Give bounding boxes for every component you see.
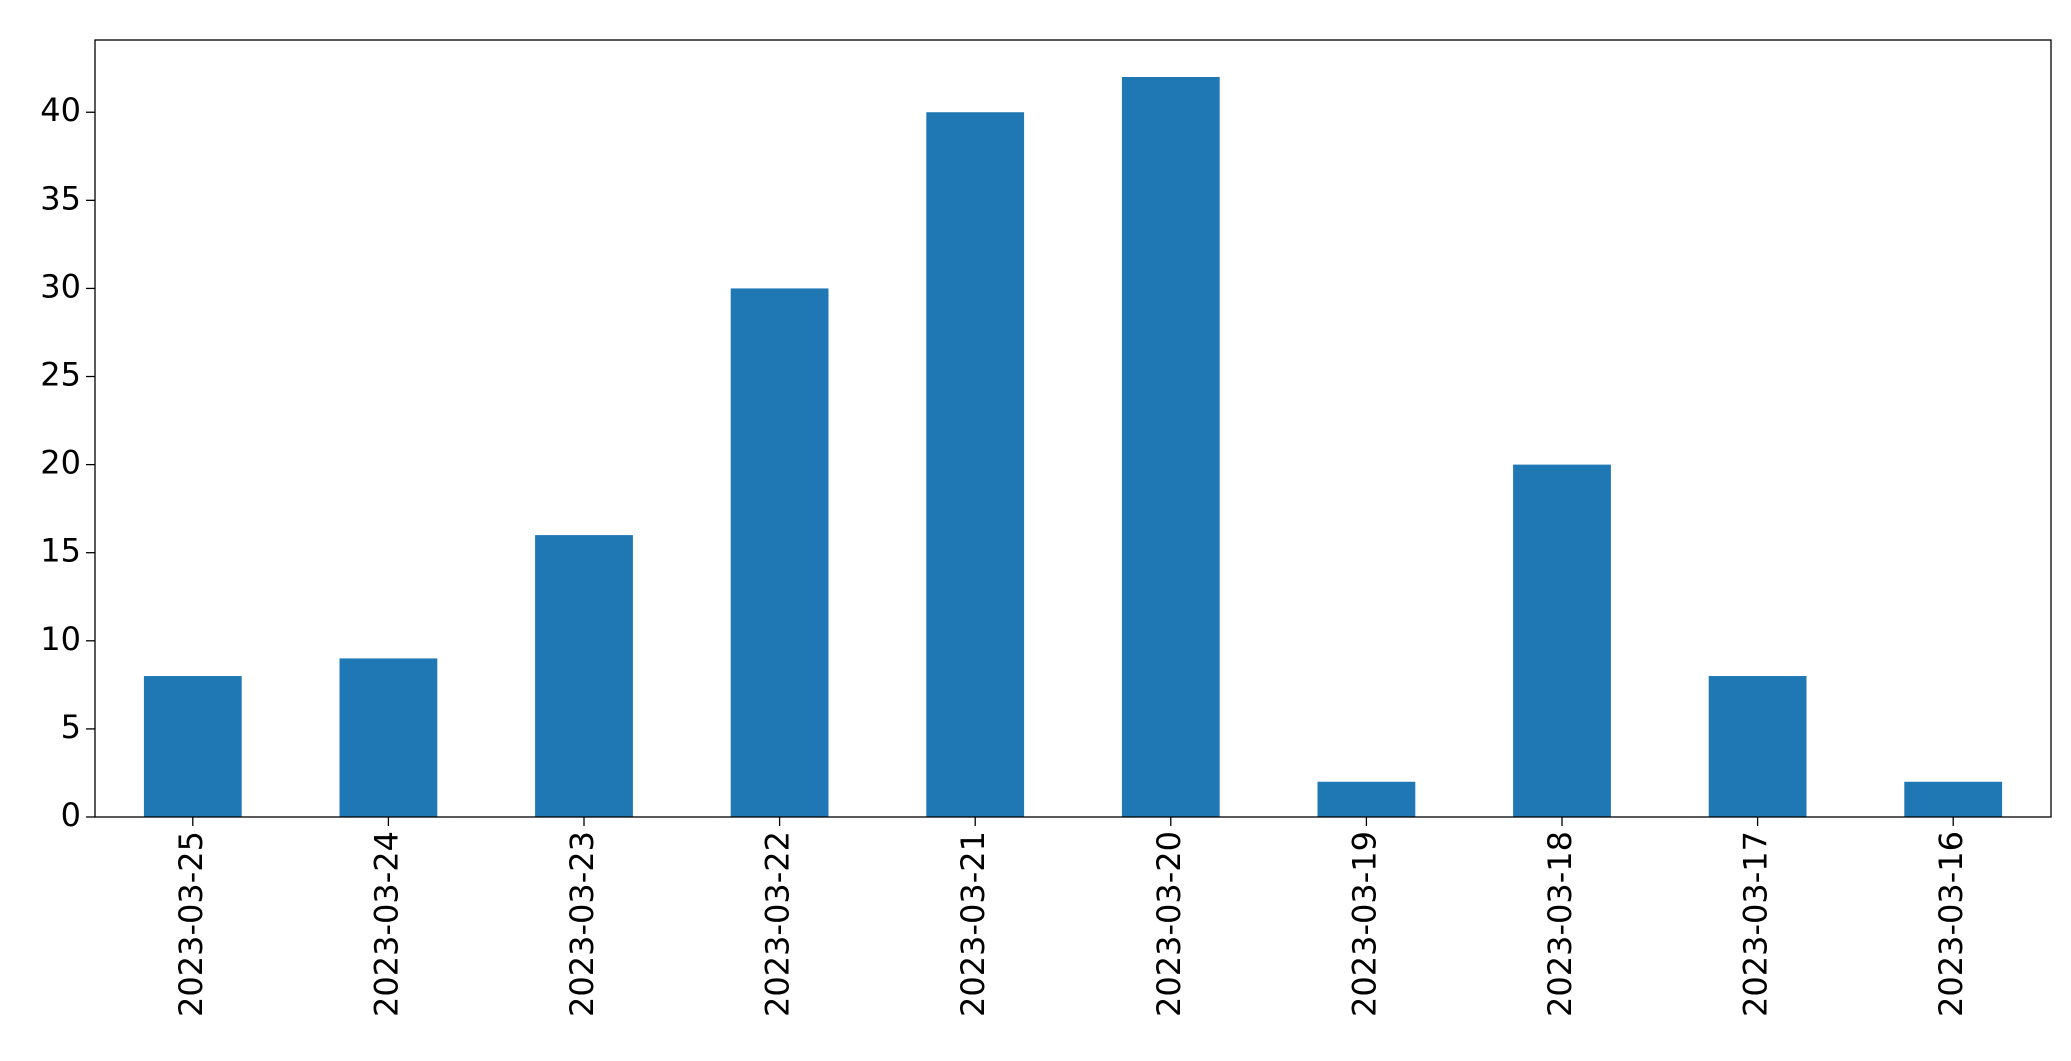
bar	[730, 288, 829, 817]
x-tick-label: 2023-03-24	[367, 831, 405, 1017]
y-tick-label: 0	[61, 796, 81, 834]
y-tick-label: 15	[40, 532, 81, 570]
x-tick-label: 2023-03-22	[759, 831, 797, 1017]
x-tick-label: 2023-03-17	[1737, 831, 1775, 1017]
y-tick-label: 40	[40, 91, 81, 129]
plot-frame	[94, 39, 2052, 818]
y-tick-label: 35	[40, 179, 81, 217]
bar	[143, 676, 242, 817]
x-tick-label: 2023-03-18	[1541, 831, 1579, 1017]
x-tick-label: 2023-03-25	[172, 831, 210, 1017]
bar	[339, 658, 438, 817]
y-tick-label: 25	[40, 356, 81, 394]
x-tick-label: 2023-03-19	[1345, 831, 1383, 1017]
bar	[1708, 676, 1807, 817]
bar	[1904, 781, 2003, 817]
y-tick-label: 10	[40, 620, 81, 658]
bar	[535, 535, 633, 817]
bar	[926, 112, 1025, 817]
y-tick-label: 20	[40, 444, 81, 482]
x-tick-label: 2023-03-16	[1932, 831, 1970, 1017]
bar	[1121, 77, 1220, 817]
x-tick-label: 2023-03-21	[954, 831, 992, 1017]
y-tick-label: 5	[61, 708, 81, 746]
y-tick-label: 30	[40, 267, 81, 305]
bar	[1317, 781, 1416, 817]
x-tick-label: 2023-03-20	[1150, 831, 1188, 1017]
bar	[1513, 464, 1611, 817]
x-tick-label: 2023-03-23	[563, 831, 601, 1017]
